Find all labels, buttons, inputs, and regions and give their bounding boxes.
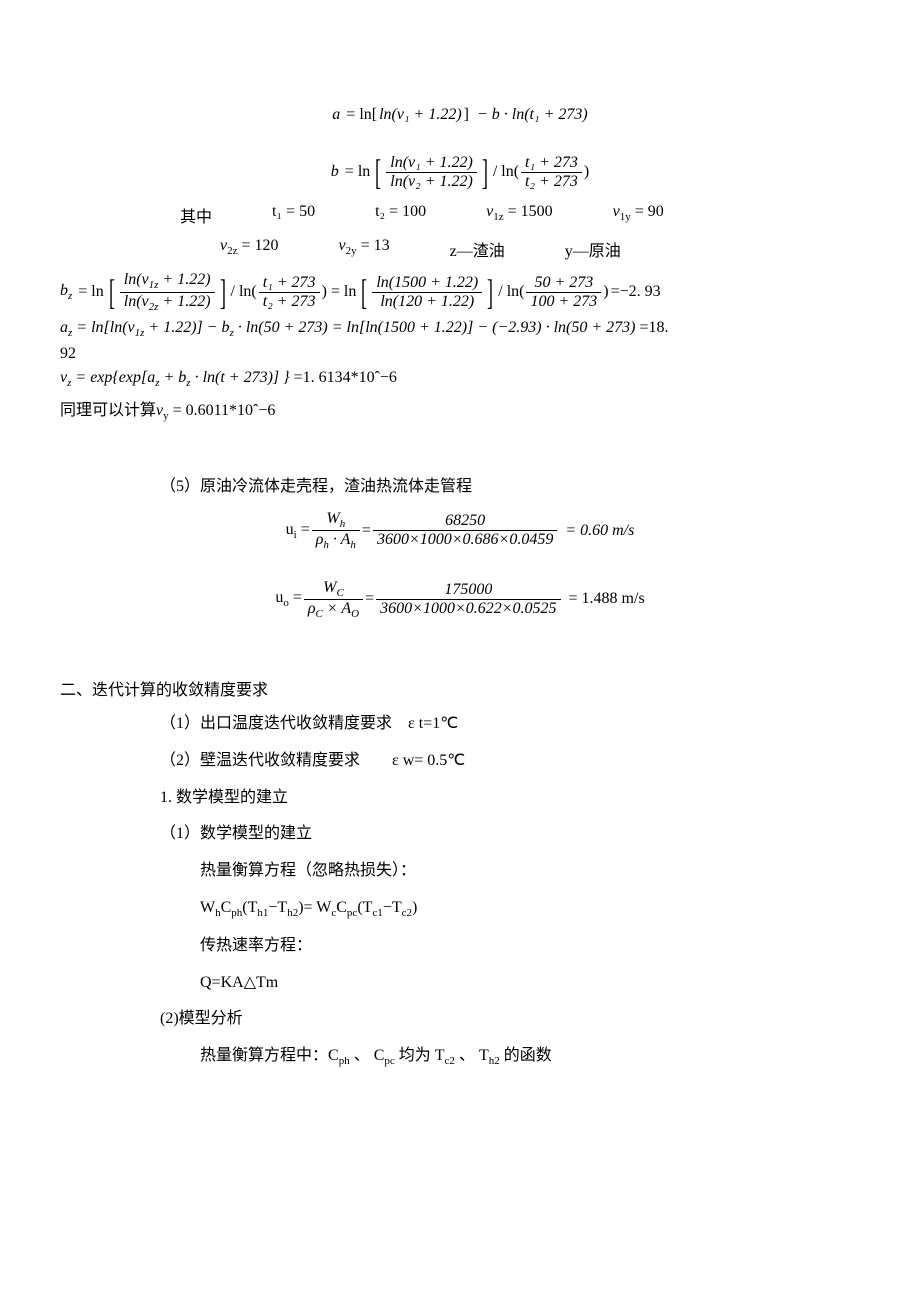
equation-b: b = ln [ ln(ν₁ + 1.22) ln(ν₂ + 1.22) ] /… bbox=[60, 151, 860, 193]
where-row-1: 其中 t₁ = 50 t₂ = 100 ν1z = 1500 ν1y = 90 bbox=[60, 203, 860, 227]
var-v1y: ν1y = 90 bbox=[613, 203, 664, 227]
eq-b-lhs: b bbox=[331, 163, 339, 181]
uo-result: = 1.488 m/s bbox=[569, 590, 645, 608]
section-2-title: 二、迭代计算的收敛精度要求 bbox=[60, 676, 860, 700]
item-2-1: （1）出口温度迭代收敛精度要求 ε t=1℃ bbox=[60, 710, 860, 739]
var-v2y: ν2y = 13 bbox=[339, 237, 390, 261]
eq-a-inner: ln(ν₁ + 1.22) bbox=[379, 106, 462, 124]
var-t1: t₁ = 50 bbox=[272, 203, 315, 227]
eq-a-lhs: a bbox=[332, 106, 340, 124]
eq-a-tail: − b · ln(t₁ + 273) bbox=[477, 106, 588, 124]
item-2-3: 1. 数学模型的建立 bbox=[60, 784, 860, 813]
bz-result: =−2. 93 bbox=[611, 283, 661, 301]
equation-a: a = ln[ ln(ν₁ + 1.22) ] − b · ln(t₁ + 27… bbox=[60, 106, 860, 124]
equation-uo: uo = WC ρC × AO = 175000 3600×1000×0.622… bbox=[60, 579, 860, 620]
equation-az: az = ln[ln(ν1z + 1.22)] − bz · ln(50 + 2… bbox=[60, 319, 860, 339]
equation-vz: νz = exp{exp[az + bz · ln(t + 273)] } =1… bbox=[60, 369, 860, 389]
vz-result: =1. 6134*10ˆ−6 bbox=[294, 369, 397, 386]
vy-line: 同理可以计算νy = 0.6011*10ˆ−6 bbox=[60, 397, 860, 427]
equation-az-cont: 92 bbox=[60, 345, 860, 363]
eq-b-num: ln(ν₁ + 1.22) bbox=[386, 154, 477, 173]
item-2-2: （2）壁温迭代收敛精度要求 ε w= 0.5℃ bbox=[60, 747, 860, 776]
where-label: 其中 bbox=[180, 203, 212, 227]
eq-b-tail-den: t₂ + 273 bbox=[521, 173, 582, 191]
item-2-9: (2)模型分析 bbox=[60, 1005, 860, 1034]
eq-b-den: ln(ν₂ + 1.22) bbox=[386, 173, 477, 191]
equation-ui: ui = Wh ρh · Ah = 68250 3600×1000×0.686×… bbox=[60, 510, 860, 551]
az-result: =18. bbox=[639, 319, 668, 336]
equation-bz: bz = ln [ ln(ν1z + 1.22) ln(ν2z + 1.22) … bbox=[60, 271, 860, 313]
var-v2z: ν2z = 120 bbox=[220, 237, 279, 261]
item-2-10: 热量衡算方程中：Cph 、 Cpc 均为 Tc2 、 Th2 的函数 bbox=[60, 1042, 860, 1072]
var-t2: t₂ = 100 bbox=[375, 203, 426, 227]
z-label: z—渣油 bbox=[450, 237, 505, 261]
y-label: y—原油 bbox=[565, 237, 621, 261]
where-row-2: ν2z = 120 ν2y = 13 z—渣油 y—原油 bbox=[60, 237, 860, 261]
ui-result: = 0.60 m/s bbox=[565, 522, 634, 540]
item-2-8: Q=KA△Tm bbox=[60, 969, 860, 998]
eq-b-tail-num: t₁ + 273 bbox=[521, 154, 582, 173]
item-2-4: （1）数学模型的建立 bbox=[60, 820, 860, 849]
item-2-5: 热量衡算方程（忽略热损失）： bbox=[60, 857, 860, 886]
item-2-7: 传热速率方程： bbox=[60, 932, 860, 961]
item-2-6: WhCph(Th1−Th2)= WcCpc(Tc1−Tc2) bbox=[60, 894, 860, 924]
section-5-label: （5）原油冷流体走壳程，渣油热流体走管程 bbox=[60, 473, 860, 502]
var-v1z: ν1z = 1500 bbox=[486, 203, 553, 227]
